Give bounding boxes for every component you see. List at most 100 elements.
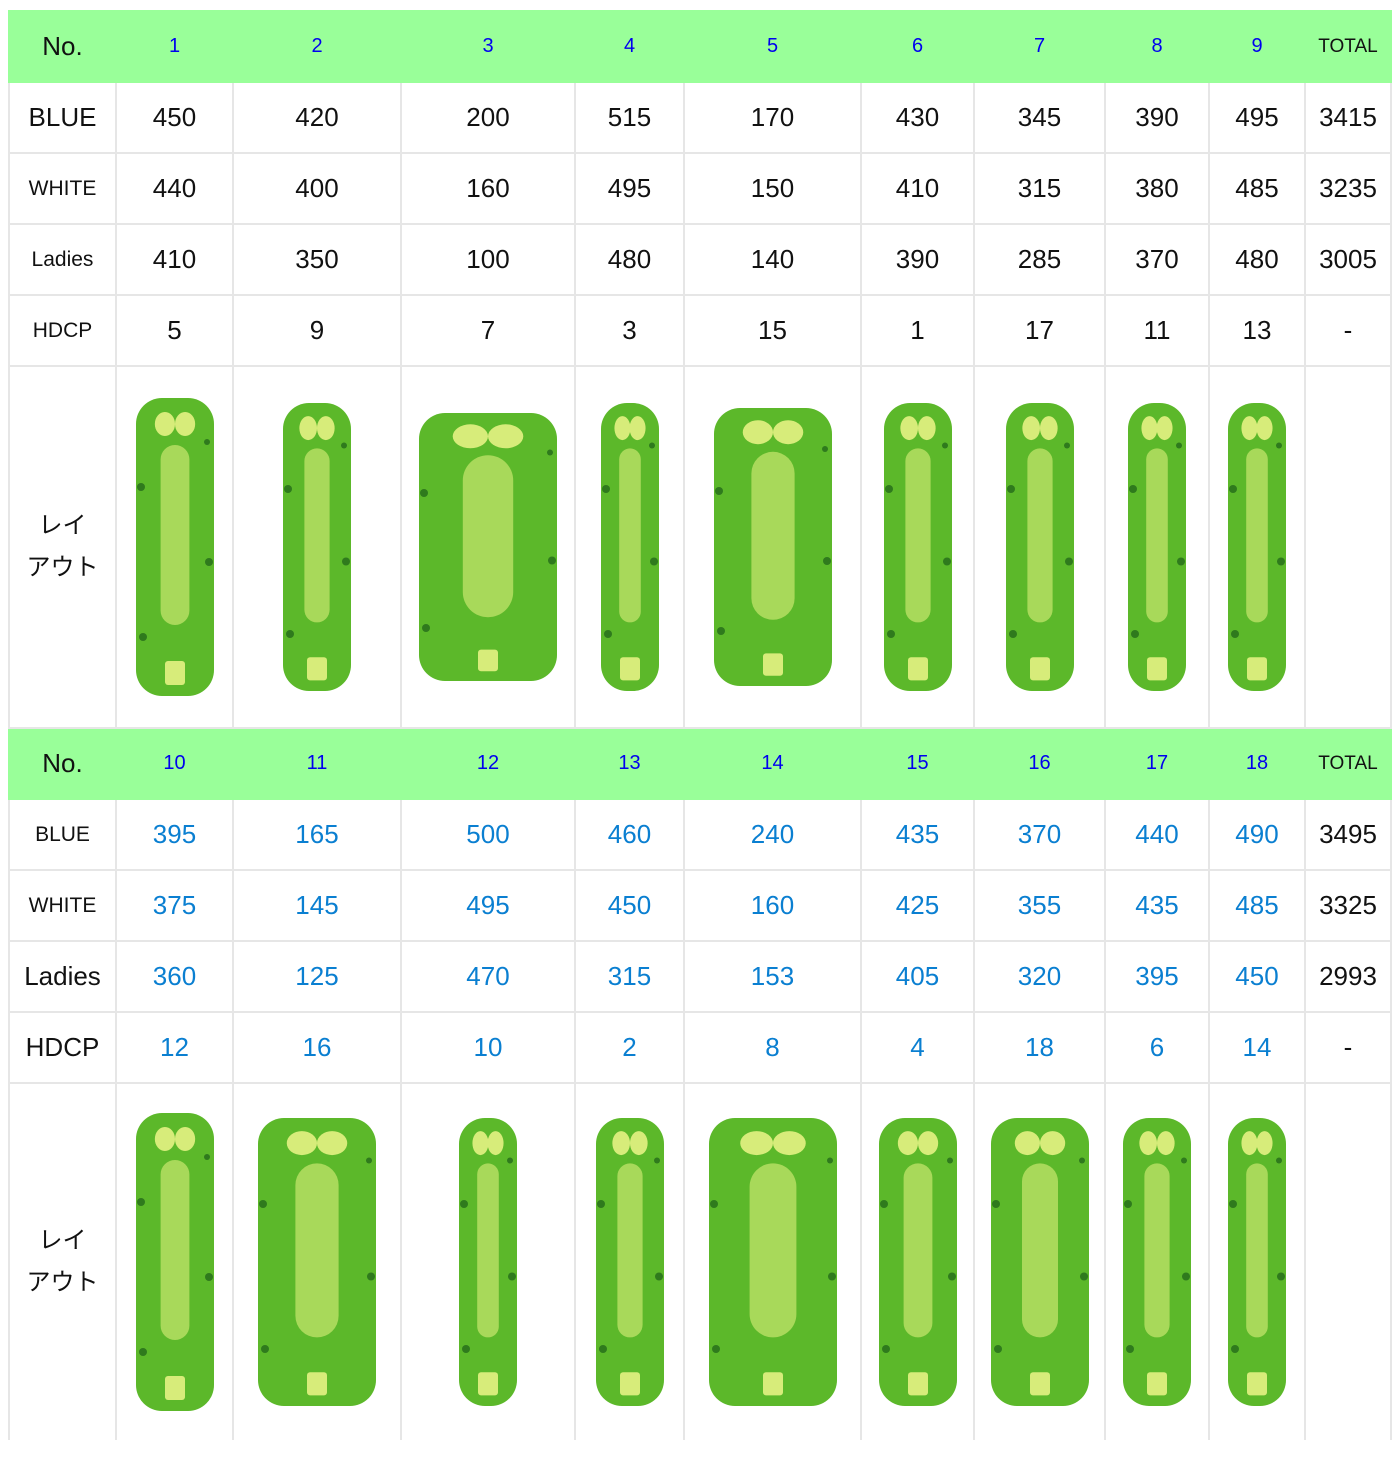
- yardage-cell: 400: [232, 152, 402, 225]
- hole-link[interactable]: 3: [482, 35, 494, 57]
- yardage-cell: 5: [115, 294, 234, 367]
- layout-empty-cell: [1304, 365, 1392, 729]
- hole-link[interactable]: 9: [1251, 35, 1263, 57]
- hole-link[interactable]: 8: [1151, 35, 1163, 57]
- blue-tee-row: BLUE 450 420 200 515 170 430 345 390 495 3415: [8, 81, 1392, 154]
- yardage-cell: 4: [860, 1011, 975, 1084]
- hole-layout-map-icon: [1228, 1118, 1286, 1406]
- hole-link[interactable]: 5: [766, 35, 779, 57]
- yardage-cell: 460: [574, 798, 685, 871]
- yardage-cell: 160: [400, 152, 576, 225]
- yardage-cell: 370: [1104, 223, 1210, 296]
- hole-number-cell: 17: [1104, 727, 1210, 800]
- white-tee-row: WHITE 375 145 495 450 160 425 355 435 485 3325: [8, 869, 1392, 942]
- hole-link[interactable]: 17: [1145, 752, 1169, 774]
- hole-layout-map-icon: [883, 403, 952, 691]
- hole-layout-cell: [115, 1082, 234, 1440]
- hole-number-cell: 5: [683, 10, 862, 83]
- hole-number-cell: 9: [1208, 10, 1306, 83]
- hole-layout-cell: [860, 1082, 975, 1440]
- yardage-cell: 480: [574, 223, 685, 296]
- hole-layout-map-icon: [419, 413, 557, 681]
- hole-link[interactable]: 6: [911, 35, 924, 57]
- yardage-cell: 495: [574, 152, 685, 225]
- yardage-cell: 395: [115, 798, 234, 871]
- hole-layout-map-icon: [990, 1118, 1089, 1406]
- ladies-tee-row: Ladies 410 350 100 480 140 390 285 370 480 3005: [8, 223, 1392, 296]
- hole-layout-cell: [973, 1082, 1106, 1440]
- hole-number-cell: 13: [574, 727, 685, 800]
- layout-label-line2: アウト: [26, 554, 99, 581]
- header-row: No. 1 2 3 4 5 6 7 8 9 TOTAL: [8, 10, 1392, 83]
- hole-layout-map-icon: [1128, 403, 1186, 691]
- row-label: HDCP: [8, 294, 117, 367]
- yardage-cell: 10: [400, 1011, 576, 1084]
- hdcp-tee-row: HDCP 12 16 10 2 8 4 18 6 14-: [8, 1011, 1392, 1084]
- yardage-cell: 285: [973, 223, 1106, 296]
- hole-number-cell: 3: [400, 10, 576, 83]
- hole-link[interactable]: 12: [476, 752, 500, 774]
- white-tee-row: WHITE 440 400 160 495 150 410 315 380 485 3235: [8, 152, 1392, 225]
- hole-link[interactable]: 7: [1033, 35, 1046, 57]
- hole-link[interactable]: 14: [761, 752, 784, 774]
- hole-link[interactable]: 15: [906, 752, 929, 774]
- hole-link[interactable]: 4: [623, 35, 636, 57]
- hole-layout-cell: [1104, 1082, 1210, 1440]
- hole-link[interactable]: 1: [168, 35, 181, 57]
- hole-layout-map-icon: [459, 1118, 517, 1406]
- hole-link[interactable]: 13: [618, 752, 641, 774]
- hole-layout-map-icon: [135, 1113, 214, 1411]
- yardage-cell: 430: [860, 81, 975, 154]
- hole-layout-map-icon: [1228, 403, 1286, 691]
- yardage-cell: 6: [1104, 1011, 1210, 1084]
- yardage-cell: 7: [400, 294, 576, 367]
- hole-layout-map-icon: [1123, 1118, 1191, 1406]
- yardage-cell: 15: [683, 294, 862, 367]
- yardage-cell: 490: [1208, 798, 1306, 871]
- yardage-cell: 450: [574, 869, 685, 942]
- hole-link[interactable]: 10: [163, 752, 186, 774]
- hole-layout-cell: [232, 1082, 402, 1440]
- yardage-cell: 375: [115, 869, 234, 942]
- yardage-cell: 440: [1104, 798, 1210, 871]
- total-header: TOTAL: [1304, 727, 1392, 800]
- hole-link[interactable]: 16: [1028, 752, 1051, 774]
- yardage-cell: 470: [400, 940, 576, 1013]
- hole-number-cell: 2: [232, 10, 402, 83]
- hole-layout-cell: [574, 1082, 685, 1440]
- hole-number-cell: 7: [973, 10, 1106, 83]
- row-label: WHITE: [8, 152, 117, 225]
- row-label: WHITE: [8, 869, 117, 942]
- hole-number-cell: 6: [860, 10, 975, 83]
- layout-label-line1: レイ: [38, 1227, 87, 1254]
- hole-number-cell: 14: [683, 727, 862, 800]
- hole-link[interactable]: 11: [306, 752, 328, 774]
- hole-number-cell: 16: [973, 727, 1106, 800]
- yardage-cell: 8: [683, 1011, 862, 1084]
- yardage-cell: 145: [232, 869, 402, 942]
- hole-layout-cell: [1208, 365, 1306, 729]
- hdcp-tee-row: HDCP 5 9 7 3 15 1 17 11 13-: [8, 294, 1392, 367]
- yardage-cell: 355: [973, 869, 1106, 942]
- yardage-cell: 380: [1104, 152, 1210, 225]
- hole-layout-map-icon: [283, 403, 351, 691]
- blue-tee-row: BLUE 395 165 500 460 240 435 370 440 490 3495: [8, 798, 1392, 871]
- hole-link[interactable]: 18: [1245, 752, 1269, 774]
- yardage-cell: 125: [232, 940, 402, 1013]
- scorecard-table: No. 1 2 3 4 5 6 7 8 9 TOTAL BLUE 450 420 200 515 170 430 3…: [8, 10, 1392, 1440]
- yardage-cell: 200: [400, 81, 576, 154]
- header-no-label: No.: [8, 10, 117, 83]
- layout-empty-cell: [1304, 1082, 1392, 1440]
- hole-link[interactable]: 2: [311, 35, 323, 57]
- hole-layout-cell: [683, 365, 862, 729]
- row-total-cell: -: [1304, 1011, 1392, 1084]
- hole-layout-map-icon: [258, 1118, 376, 1406]
- row-label: BLUE: [8, 798, 117, 871]
- hole-number-cell: 12: [400, 727, 576, 800]
- yardage-cell: 140: [683, 223, 862, 296]
- yardage-cell: 390: [1104, 81, 1210, 154]
- total-header: TOTAL: [1304, 10, 1392, 83]
- yardage-cell: 165: [232, 798, 402, 871]
- header-row: No. 10 11 12 13 14 15 16 17 18 TOTAL: [8, 727, 1392, 800]
- row-label: Ladies: [8, 940, 117, 1013]
